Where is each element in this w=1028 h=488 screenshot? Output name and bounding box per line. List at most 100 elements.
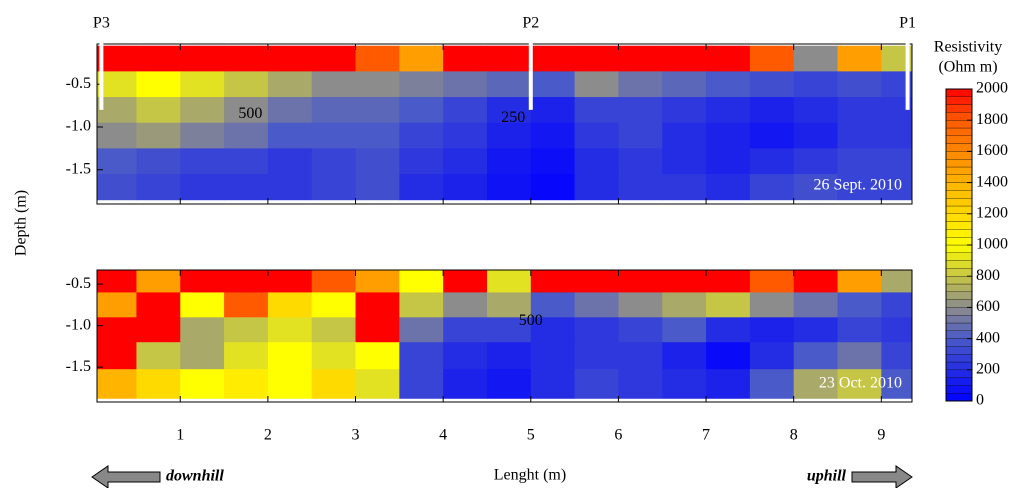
colorbar-segment [945, 213, 973, 222]
cell [749, 97, 795, 124]
cell [706, 292, 751, 318]
cell [355, 45, 400, 72]
cell [749, 174, 795, 201]
cell [837, 292, 882, 318]
cell [136, 342, 181, 370]
cell [311, 342, 357, 370]
x-tick-label: 8 [790, 427, 798, 444]
cell [180, 270, 225, 293]
colorbar-segment [945, 385, 973, 394]
cell [618, 148, 663, 175]
x-tick-label: 9 [877, 427, 885, 444]
cell [224, 97, 269, 124]
colorbar-segment [945, 88, 973, 97]
cell [486, 71, 532, 98]
cell [574, 122, 619, 149]
cell [97, 71, 137, 98]
cell [136, 317, 181, 343]
cell [837, 174, 882, 201]
cell [399, 45, 444, 72]
colorbar-segment [945, 283, 973, 292]
colorbar-segment [945, 260, 973, 269]
cell [267, 270, 313, 293]
cell [749, 342, 795, 370]
cell [443, 174, 488, 201]
cell [97, 270, 137, 293]
cell [662, 292, 707, 318]
cell [136, 97, 181, 124]
colorbar-segment [945, 190, 973, 199]
cell [97, 45, 137, 72]
cell [136, 71, 181, 98]
cell [706, 71, 751, 98]
colorbar-segment [945, 361, 973, 370]
cell [618, 369, 663, 399]
contour-label: 250 [501, 109, 525, 126]
colorbar-tick-label: 400 [976, 329, 1000, 346]
cell [136, 270, 181, 293]
y-tick-label: -1.5 [66, 358, 91, 375]
cell [749, 122, 795, 149]
colorbar-segment [945, 307, 973, 316]
cell [443, 148, 488, 175]
downhill-label: downhill [166, 468, 224, 485]
x-tick-label: 6 [614, 427, 622, 444]
uphill-arrow [851, 465, 913, 488]
cell [881, 71, 912, 98]
colorbar-segment [945, 229, 973, 238]
panel [97, 45, 912, 201]
cell [793, 71, 839, 98]
cell [136, 122, 181, 149]
cell [180, 148, 225, 175]
cell [749, 270, 795, 293]
colorbar-segment [945, 393, 973, 402]
cell [749, 292, 795, 318]
cell [706, 97, 751, 124]
y-tick-label: -1.5 [66, 160, 91, 177]
cell [97, 317, 137, 343]
cell [486, 292, 532, 318]
cell [443, 45, 488, 72]
cell [399, 122, 444, 149]
cell [399, 270, 444, 293]
cell [224, 292, 269, 318]
colorbar-segment [945, 198, 973, 207]
cell [530, 45, 576, 72]
cell [355, 97, 400, 124]
colorbar-tick-label: 1800 [976, 111, 1008, 128]
cell [837, 270, 882, 293]
cell [486, 122, 532, 149]
cell [837, 317, 882, 343]
colorbar-tick-label: 0 [976, 392, 984, 409]
cell [618, 270, 663, 293]
cell [837, 122, 882, 149]
y-tick-label: -0.5 [66, 275, 91, 292]
cell [180, 122, 225, 149]
colorbar-segment [945, 276, 973, 285]
date-label: 26 Sept. 2010 [814, 177, 902, 194]
cell [749, 71, 795, 98]
cell [355, 71, 400, 98]
cell [749, 317, 795, 343]
cell [706, 122, 751, 149]
cell [486, 270, 532, 293]
cell [881, 292, 912, 318]
colorbar-segment [945, 96, 973, 105]
plot-frame [96, 269, 913, 403]
cell [224, 270, 269, 293]
cell [311, 317, 357, 343]
cell [224, 71, 269, 98]
cell [706, 45, 751, 72]
cell [180, 71, 225, 98]
cell [224, 369, 269, 399]
cell [399, 369, 444, 399]
probe-label: P2 [522, 15, 539, 32]
cell [443, 342, 488, 370]
colorbar-segment [945, 338, 973, 347]
cell [355, 122, 400, 149]
cell [530, 122, 576, 149]
cell [311, 45, 357, 72]
cell [399, 342, 444, 370]
cell [574, 148, 619, 175]
cell [311, 292, 357, 318]
